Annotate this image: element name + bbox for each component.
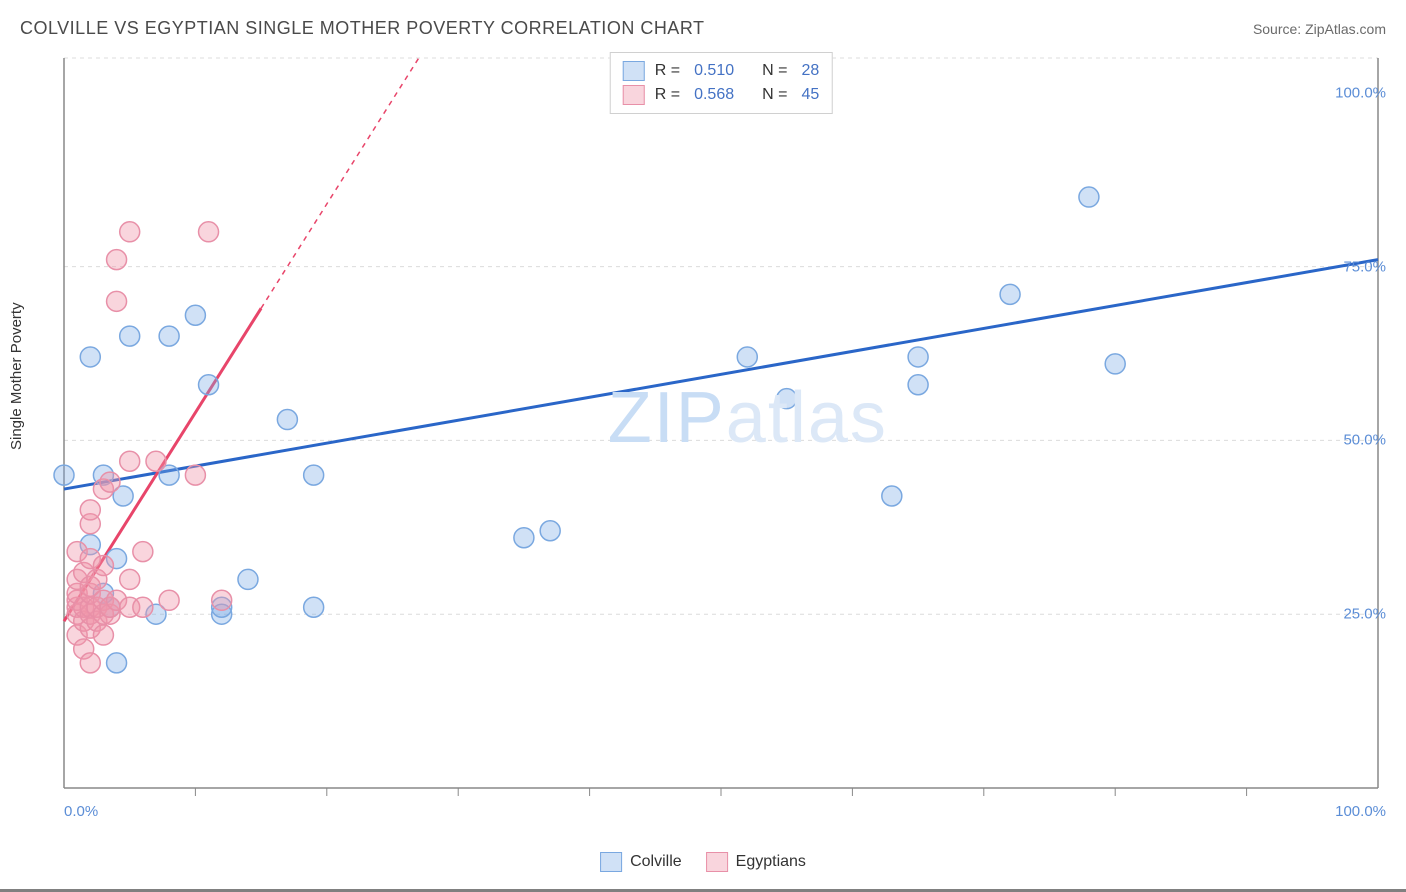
legend-series: Colville Egyptians (600, 852, 806, 872)
legend-correlation: R = 0.510 N = 28 R = 0.568 N = 45 (610, 52, 833, 114)
legend-swatch (623, 85, 645, 105)
legend-correlation-row: R = 0.510 N = 28 (623, 59, 820, 83)
y-axis-tick: 75.0% (1343, 258, 1386, 275)
legend-n-value: 45 (801, 86, 819, 104)
legend-series-label: Colville (630, 853, 682, 871)
legend-series-item: Egyptians (706, 852, 806, 872)
legend-swatch (623, 61, 645, 81)
x-axis-tick-min: 0.0% (64, 803, 98, 820)
y-axis-tick: 50.0% (1343, 432, 1386, 449)
legend-swatch (706, 852, 728, 872)
legend-r-label: R = (655, 86, 680, 104)
legend-swatch (600, 852, 622, 872)
chart-title: COLVILLE VS EGYPTIAN SINGLE MOTHER POVER… (20, 18, 705, 39)
legend-r-label: R = (655, 62, 680, 80)
legend-series-item: Colville (600, 852, 682, 872)
x-axis-tick-max: 100.0% (1335, 803, 1386, 820)
legend-series-label: Egyptians (736, 853, 806, 871)
legend-correlation-row: R = 0.568 N = 45 (623, 83, 820, 107)
scatter-plot (50, 48, 1392, 818)
y-axis-label: Single Mother Poverty (8, 302, 25, 450)
y-axis-tick: 100.0% (1335, 84, 1386, 101)
legend-r-value: 0.510 (694, 62, 734, 80)
chart-area: ZIPatlas R =0.510 N =28 R =0.568 N =45 2… (50, 48, 1392, 818)
legend-r-value: 0.568 (694, 86, 734, 104)
legend-n-value: 28 (801, 62, 819, 80)
chart-source: Source: ZipAtlas.com (1253, 21, 1386, 37)
chart-header: COLVILLE VS EGYPTIAN SINGLE MOTHER POVER… (20, 18, 1386, 39)
legend-n-label: N = (762, 62, 787, 80)
legend-n-label: N = (762, 86, 787, 104)
y-axis-tick: 25.0% (1343, 606, 1386, 623)
